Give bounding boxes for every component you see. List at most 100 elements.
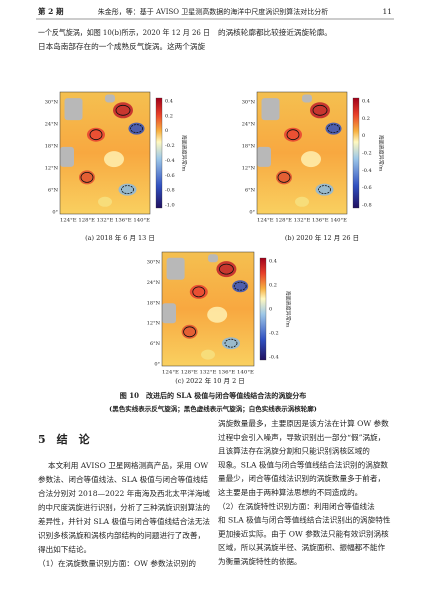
y-label: 0° xyxy=(154,362,160,368)
running-title: 朱金彤，等：基于 AVISO 卫星测高数据的海洋中尺度涡识别算法对比分析 xyxy=(98,7,329,16)
text-line: 合法分别对 2018—2022 年南海及西北太平洋海域 xyxy=(38,488,210,498)
eddy-contour xyxy=(121,185,134,195)
colorbar-tick: 0 xyxy=(269,307,272,313)
x-labels: 124°E 128°E 132°E 136°E 140°E xyxy=(60,218,150,224)
y-label: 12°N xyxy=(45,166,59,172)
colorbar-tick: -0.6 xyxy=(165,173,175,179)
land xyxy=(208,254,218,263)
text-line: 过程中会引入噪声，导致识别出一部分“假”涡旋， xyxy=(218,432,385,442)
text-line: 的中尺度涡旋进行识别，分析了三种涡旋识别算法的 xyxy=(38,502,210,512)
y-label: 6°N xyxy=(150,341,161,347)
figure-title: 图 10 改进后的 SLA 极值与闭合等值线结合法的涡旋分布 xyxy=(120,391,306,400)
text-line: （1）在涡旋数量识别方面：OW 参数法识别的 xyxy=(38,558,196,568)
text-line: 为衡量涡旋特性的依据。 xyxy=(218,556,302,566)
colorbar-tick: -0.4 xyxy=(269,355,279,361)
text-line: 的涡核轮廓都比较接近涡旋轮廓。 xyxy=(218,27,332,37)
y-label: 18°N xyxy=(147,300,161,306)
sla-patch xyxy=(310,102,330,119)
text-line: 涡旋数量最多，主要原因是该方法在计算 OW 参数 xyxy=(218,418,389,428)
map-frame xyxy=(59,91,151,215)
y-label: 24°N xyxy=(242,122,256,128)
colorbar-tick: -0.4 xyxy=(165,158,175,164)
y-label: 30°N xyxy=(45,100,59,106)
colorbar-tick: -0.8 xyxy=(165,188,175,194)
colorbar-tick: 0.4 xyxy=(165,99,173,105)
text-line: 识别多核涡旋和涡核内部结构的问题进行了改善， xyxy=(38,530,205,540)
page-number: 11 xyxy=(382,7,392,16)
colorbar-tick: -0.2 xyxy=(362,151,372,157)
panel-caption: (b) 2020 年 12 月 26 日 xyxy=(285,233,359,242)
text-line: 更加接近实际。由于 OW 参数法只能有效识别涡核 xyxy=(218,528,389,538)
colorbar-tick: -0.6 xyxy=(362,185,372,191)
colorbar-tick: 0 xyxy=(362,133,365,139)
colorbar-tick: 0.2 xyxy=(269,283,277,289)
x-labels: 124°E 128°E 132°E 136°E 140°E xyxy=(257,218,347,224)
text-line: 一个反气旋涡，如图 10(b)所示，2020 年 12 月 26 日 xyxy=(38,27,210,37)
eddy-contour xyxy=(233,281,247,291)
sla-patch xyxy=(113,102,133,119)
sla-patch xyxy=(207,306,228,323)
text-line: 和 SLA 极值与闭合等值线结合法识别出的涡旋特性 xyxy=(218,515,391,525)
colorbar-tick: -0.2 xyxy=(269,331,279,337)
text-line: 量最少，闭合等值线法识别的涡旋数量多于前者， xyxy=(218,473,385,483)
colorbar-title: 海面高度异常/m xyxy=(285,291,292,328)
sla-patch xyxy=(216,261,237,278)
colorbar-tick: 0 xyxy=(165,128,168,134)
y-label: 0° xyxy=(52,210,58,216)
y-label: 6°N xyxy=(48,188,59,194)
colorbar-tick: 0.2 xyxy=(165,113,173,119)
section-heading: 5 结 论 xyxy=(38,432,91,446)
colorbar-title: 海面高度异常/m xyxy=(181,135,188,172)
colorbar-tick: -0.8 xyxy=(362,203,372,209)
colorbar-tick: 0.4 xyxy=(269,259,277,265)
text-line: 本文利用 AVISO 卫星网格测高产品，采用 OW xyxy=(48,460,208,470)
eddy-contour xyxy=(115,104,131,116)
land xyxy=(105,94,115,103)
eddy-contour xyxy=(318,185,331,195)
colorbar-tick: 0.4 xyxy=(362,99,370,105)
colorbar-tick: -1.0 xyxy=(165,203,175,209)
sla-patch xyxy=(295,196,309,207)
sla-patch xyxy=(104,151,124,168)
eddy-contour xyxy=(80,171,94,183)
land xyxy=(302,94,312,103)
figure-note: (黑色实线表示反气旋涡；黑色虚线表示气旋涡；白色实线表示涡核轮廓) xyxy=(109,404,317,413)
text-line: 现象。SLA 极值与闭合等值线结合法识别的涡旋数 xyxy=(218,459,388,469)
eddy-contour xyxy=(218,263,234,275)
land xyxy=(261,98,280,121)
y-label: 30°N xyxy=(242,100,256,106)
eddy-contour xyxy=(224,338,238,348)
colorbar-tick: 0.2 xyxy=(362,116,370,122)
y-label: 18°N xyxy=(45,144,59,150)
eddy-contour xyxy=(130,124,143,134)
eddy-contour xyxy=(192,286,206,298)
land xyxy=(257,146,271,167)
land xyxy=(166,257,185,280)
y-label: 24°N xyxy=(45,122,59,128)
text-line: 差异性，并针对 SLA 极值与闭合等值线结合法无法 xyxy=(38,516,210,526)
colorbar xyxy=(259,257,267,361)
colorbar-tick: -0.2 xyxy=(165,143,175,149)
eddy-contour xyxy=(89,129,103,141)
sla-patch xyxy=(201,349,215,360)
y-label: 6°N xyxy=(245,188,256,194)
sla-patch xyxy=(301,151,321,168)
colorbar-title: 海面高度异常/m xyxy=(378,135,385,172)
y-label: 30°N xyxy=(147,260,161,266)
eddy-contour xyxy=(277,171,291,183)
sla-patch xyxy=(98,196,112,207)
land xyxy=(60,146,74,167)
x-labels: 124°E 128°E 132°E 136°E 140°E xyxy=(162,370,254,376)
text-line: （2）在涡旋特性识别方面：利用闭合等值线法 xyxy=(218,501,375,511)
text-line: 且该算法存在涡旋分割和只能识别涡核区域的 xyxy=(218,446,370,456)
y-label: 24°N xyxy=(147,280,161,286)
land xyxy=(162,303,176,324)
y-label: 18°N xyxy=(242,144,256,150)
eddy-contour xyxy=(286,129,300,141)
text-line: 得出如下结论。 xyxy=(38,544,91,554)
text-line: 区域，所以其涡旋半径、涡旋面积、振幅都不能作 xyxy=(218,542,385,552)
eddy-contour xyxy=(327,124,340,134)
issue: 第 2 期 xyxy=(38,6,64,16)
land xyxy=(64,98,83,121)
